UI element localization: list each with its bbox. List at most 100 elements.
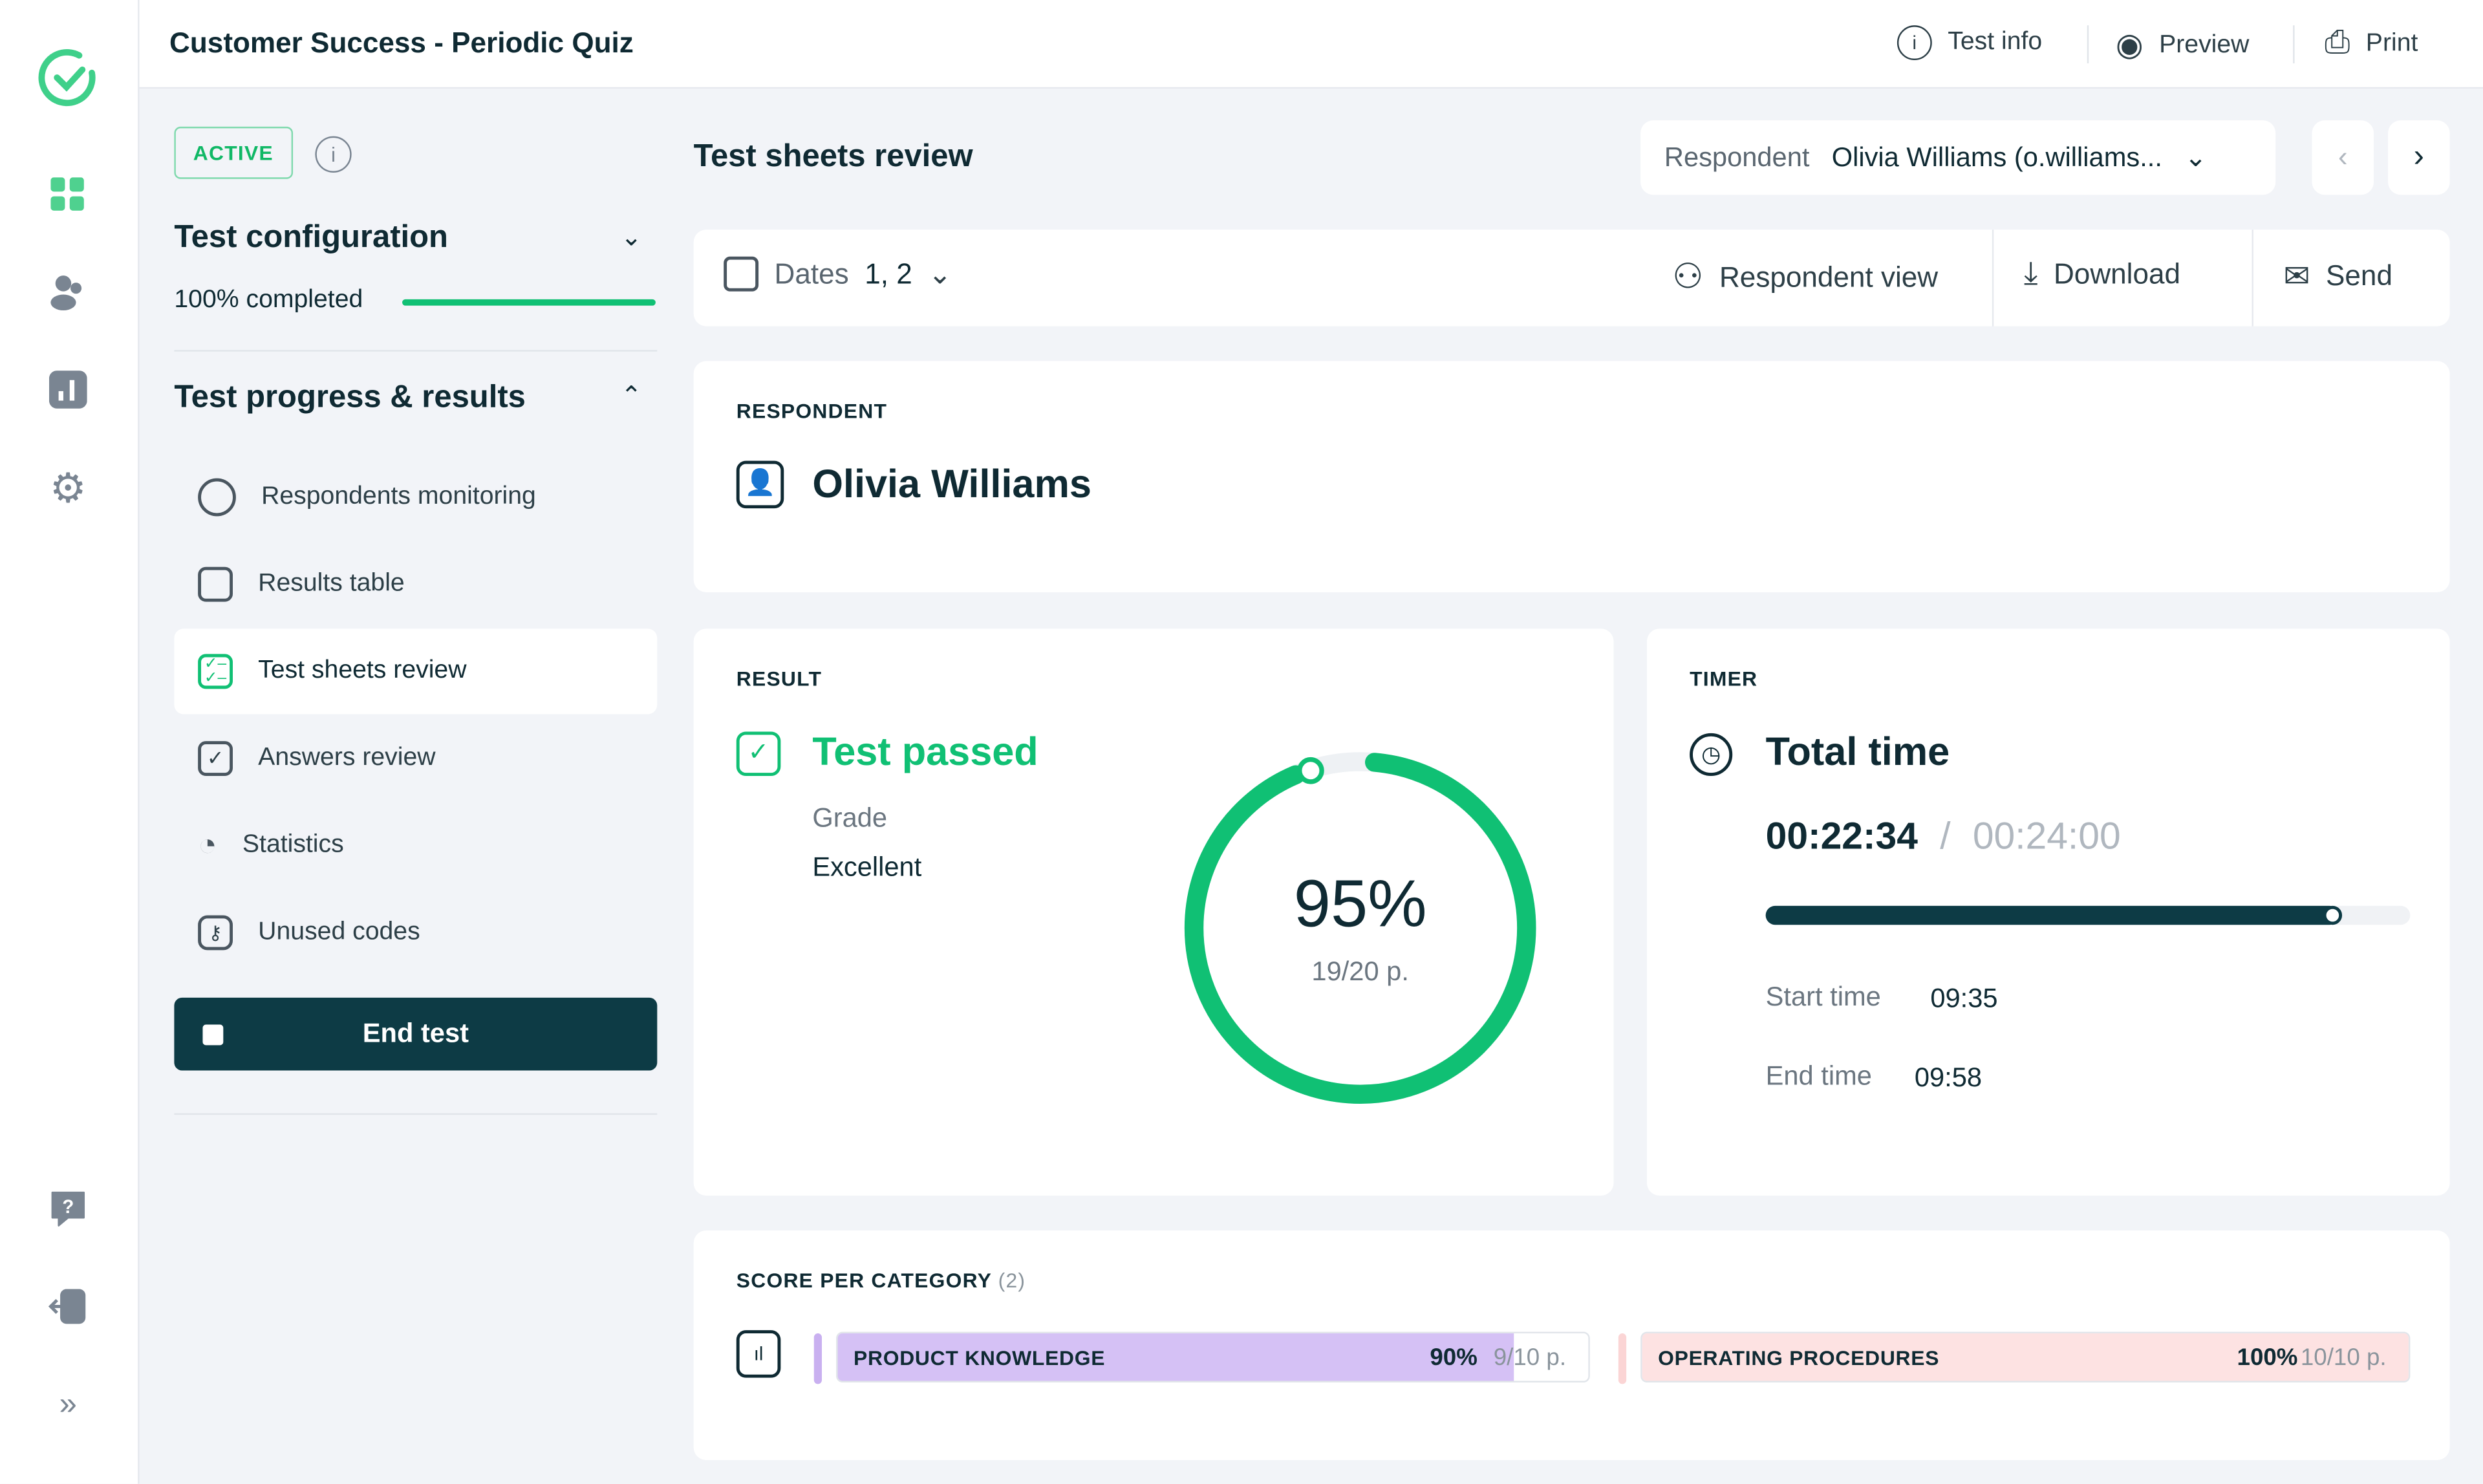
page-title: Customer Success - Periodic Quiz	[169, 27, 634, 59]
logo[interactable]	[38, 47, 98, 107]
elapsed-time: 00:22:34	[1765, 815, 1918, 859]
expand-icon[interactable]: »	[59, 1386, 77, 1421]
preview-label: Preview	[2159, 30, 2250, 58]
download-button[interactable]: ⤓ Download	[2024, 257, 2180, 293]
dashboard-icon[interactable]	[47, 174, 89, 215]
category-count: (2)	[998, 1268, 1026, 1293]
stop-icon	[202, 1024, 224, 1045]
dates-value: 1, 2	[865, 257, 912, 289]
nav-test-sheets-review[interactable]: ✓– ✓– Test sheets review	[174, 629, 658, 715]
chevron-up-icon[interactable]: ⌃	[621, 383, 642, 411]
previous-respondent-button[interactable]: ‹	[2312, 120, 2374, 195]
category-bar[interactable]: OPERATING PROCEDURES 100% 10/10 p.	[1640, 1331, 2411, 1382]
help-icon[interactable]: ?	[47, 1188, 89, 1229]
main-title: Test sheets review	[693, 139, 973, 175]
nav-results-table[interactable]: Results table	[174, 542, 657, 627]
category-bar[interactable]: PRODUCT KNOWLEDGE 90% 9/10 p.	[836, 1331, 1590, 1382]
preview-button[interactable]: ◉ Preview	[2116, 25, 2250, 65]
nav-label: Test sheets review	[258, 657, 467, 684]
svg-text:?: ?	[62, 1196, 74, 1218]
timer-card: TIMER ◷ Total time 00:22:34 / 00:24:00 Sta…	[1646, 629, 2450, 1196]
nav-label: Results table	[258, 570, 405, 597]
category-fill	[837, 1333, 1514, 1381]
end-time-value: 09:58	[1914, 1062, 1983, 1093]
chevron-down-icon: ⌄	[2184, 142, 2208, 172]
nav-statistics[interactable]: ◔ Statistics	[174, 803, 657, 888]
category-name: PRODUCT KNOWLEDGE	[854, 1346, 1106, 1370]
download-icon: ⤓	[2023, 256, 2038, 292]
user-badge-icon: 👤	[736, 460, 784, 509]
respondent-select-value: Olivia Williams (o.williams...	[1831, 142, 2162, 172]
nav-respondents-monitoring[interactable]: Respondents monitoring	[174, 455, 657, 540]
score-arc	[1184, 752, 1536, 1104]
nav-unused-codes[interactable]: ⚷ Unused codes	[174, 890, 657, 975]
respondent-select[interactable]: Respondent Olivia Williams (o.williams...…	[1640, 120, 2276, 195]
logout-icon[interactable]	[47, 1286, 89, 1328]
printer-icon: ⎙	[2325, 25, 2350, 61]
timer-progress-bar	[1765, 905, 2411, 925]
respondent-view-button[interactable]: ⚇ Respondent view	[1672, 257, 1938, 298]
grade-value: Excellent	[812, 852, 922, 883]
nav-answers-review[interactable]: ✓ Answers review	[174, 716, 657, 801]
nav-label: Unused codes	[258, 918, 420, 946]
chevron-down-icon: ⌄	[928, 257, 952, 289]
info-icon: i	[1897, 25, 1932, 61]
reports-icon[interactable]	[47, 369, 89, 411]
bar-chart-icon: ıl	[736, 1330, 781, 1378]
grade-label: Grade	[812, 802, 888, 833]
status-info-icon[interactable]: i	[315, 136, 352, 173]
time-limit: 00:24:00	[1972, 815, 2121, 859]
result-status: Test passed	[812, 729, 1038, 775]
send-button[interactable]: ✉ Send	[2283, 257, 2392, 296]
respondent-card: RESPONDENT 👤 Olivia Williams	[693, 361, 2450, 592]
start-time-label: Start time	[1765, 982, 1881, 1012]
toolbar: Dates 1, 2 ⌄ ⚇ Respondent view ⤓ Download ✉ S…	[693, 230, 2450, 327]
result-card: RESULT ✓ Test passed Grade Excellent 95%…	[693, 629, 1614, 1196]
check-square-icon: ✓	[198, 741, 233, 777]
icon-rail: ⚙ ? »	[0, 0, 140, 1484]
clock-icon: ◷	[1690, 733, 1733, 777]
next-respondent-button[interactable]: ›	[2388, 120, 2450, 195]
settings-icon[interactable]: ⚙	[49, 463, 87, 511]
test-progress-heading[interactable]: Test progress & results	[174, 380, 526, 415]
respondent-section-label: RESPONDENT	[736, 399, 888, 423]
eye-icon: ◉	[2115, 28, 2144, 63]
print-button[interactable]: ⎙ Print	[2325, 25, 2418, 61]
category-percent: 100%	[2237, 1344, 2298, 1371]
start-time-value: 09:35	[1930, 983, 1998, 1014]
category-percent: 90%	[1430, 1344, 1478, 1371]
end-test-button[interactable]: End test	[174, 997, 658, 1071]
time-separator: /	[1940, 815, 1951, 859]
category-name: OPERATING PROCEDURES	[1658, 1346, 1940, 1370]
test-configuration-heading[interactable]: Test configuration	[174, 220, 448, 255]
category-points: 10/10 p.	[2300, 1344, 2387, 1371]
users-icon[interactable]	[47, 272, 89, 314]
top-bar: Customer Success - Periodic Quiz i Test i…	[139, 0, 2483, 89]
config-progress-label: 100% completed	[174, 286, 363, 314]
calendar-icon	[724, 256, 759, 292]
print-label: Print	[2365, 29, 2418, 56]
category-stripe	[813, 1333, 822, 1384]
checklist-icon: ✓– ✓–	[198, 654, 233, 689]
result-section-label: RESULT	[736, 667, 822, 691]
nav-label: Respondents monitoring	[261, 482, 536, 510]
score-knob	[1297, 757, 1324, 784]
category-section-label: SCORE PER CATEGORY	[736, 1268, 992, 1293]
dates-select[interactable]: Dates 1, 2 ⌄	[724, 256, 952, 292]
test-info-button[interactable]: i Test info	[1897, 25, 2043, 61]
score-points: 19/20 p.	[1311, 956, 1409, 987]
category-points: 9/10 p.	[1493, 1344, 1567, 1371]
chevron-down-icon[interactable]: ⌄	[621, 224, 642, 252]
chevron-right-icon: ›	[2413, 139, 2424, 175]
nav-label: Answers review	[258, 744, 436, 771]
end-time-label: End time	[1765, 1060, 1872, 1091]
check-icon: ✓	[736, 731, 781, 777]
key-icon: ⚷	[198, 915, 233, 951]
test-info-label: Test info	[1948, 28, 2043, 56]
category-stripe	[1618, 1333, 1627, 1384]
timer-title: Total time	[1765, 729, 1950, 775]
table-chart-icon	[198, 566, 233, 602]
end-test-label: End test	[362, 1018, 469, 1049]
pie-chart-icon: ◔	[198, 827, 217, 863]
status-badge: ACTIVE	[174, 126, 293, 179]
